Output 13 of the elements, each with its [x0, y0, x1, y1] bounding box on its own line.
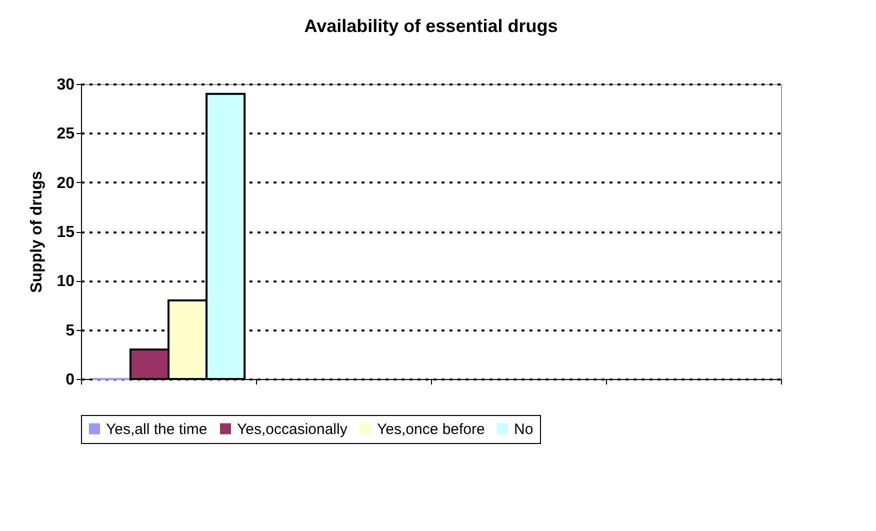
- legend-label: No: [514, 420, 534, 438]
- legend-label: Yes,all the time: [106, 420, 208, 438]
- y-tick-label: 25: [56, 126, 75, 143]
- y-axis-title: Supply of drugs: [28, 171, 46, 293]
- chart-title: Availability of essential drugs: [304, 16, 558, 36]
- y-tick-label: 5: [66, 322, 75, 340]
- y-tick-label: 10: [56, 273, 75, 290]
- y-tick-label: 0: [66, 372, 75, 388]
- y-tick-label: 20: [56, 174, 75, 192]
- legend-label: Yes,occasionally: [237, 420, 348, 438]
- legend-label: Yes,once before: [377, 420, 485, 438]
- y-tick-label: 30: [56, 76, 75, 94]
- y-tick-label: 15: [56, 224, 75, 241]
